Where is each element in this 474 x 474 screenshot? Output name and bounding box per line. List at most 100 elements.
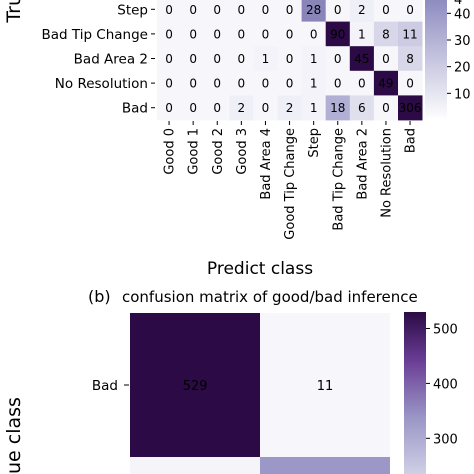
cell-a bbox=[398, 21, 423, 47]
cell-a bbox=[373, 0, 399, 22]
cell-a bbox=[373, 46, 399, 72]
cell-value-a: 0 bbox=[262, 3, 270, 17]
cell-value-a: 0 bbox=[262, 101, 270, 115]
cell-value-a: 49 bbox=[378, 77, 393, 91]
cell-value-a: 90 bbox=[330, 27, 345, 41]
cell-a bbox=[181, 70, 206, 96]
cell-a bbox=[181, 46, 206, 72]
cell-value-a: 0 bbox=[189, 3, 197, 17]
cell-value-a: 2 bbox=[358, 3, 366, 17]
cell-value-a: 0 bbox=[310, 27, 318, 41]
colorbar-b-tick-label: 400 bbox=[433, 377, 458, 392]
cell-a bbox=[253, 95, 278, 121]
cell-a bbox=[277, 0, 302, 22]
row-label-a: Bad Tip Change bbox=[41, 27, 148, 43]
cell-a bbox=[229, 46, 254, 72]
cell-a bbox=[157, 95, 182, 121]
cell-a bbox=[301, 46, 327, 72]
cell-a bbox=[349, 70, 375, 96]
colorbar-b-tick-label: 300 bbox=[433, 432, 458, 447]
colorbar-a-ticks: 10 20 30 404 bbox=[447, 0, 471, 102]
cell-value-a: 0 bbox=[334, 77, 342, 91]
row-labels-a: Step Bad Tip Change Bad Area 2 No Resolutio… bbox=[41, 2, 155, 117]
cell-value-a: 0 bbox=[213, 3, 221, 17]
cell-value-a: 28 bbox=[306, 3, 321, 17]
row-label-b: Bad bbox=[92, 378, 118, 394]
cell-value-a: 0 bbox=[238, 77, 246, 91]
col-label-a: No Resolution bbox=[379, 128, 394, 218]
cell-value-a: 0 bbox=[286, 52, 294, 66]
panel-label-b: (b) bbox=[88, 287, 111, 306]
colorbar-a-tick-label: 4 bbox=[454, 0, 462, 8]
cell-value-a: 18 bbox=[330, 101, 345, 115]
cell-a bbox=[325, 95, 351, 121]
col-label-a: Good 3 bbox=[235, 128, 250, 175]
cell-value-a: 8 bbox=[406, 52, 414, 66]
cell-a bbox=[301, 70, 327, 96]
y-axis-label-b: ue class bbox=[3, 397, 25, 474]
cell-a bbox=[373, 95, 399, 121]
cell-value-a: 2 bbox=[238, 101, 246, 115]
cell-value-a: 0 bbox=[262, 27, 270, 41]
cell-b-partial bbox=[130, 457, 260, 474]
cell-a bbox=[229, 21, 254, 47]
cell-value-a: 0 bbox=[406, 3, 414, 17]
cell-a bbox=[349, 0, 375, 22]
cell-a bbox=[229, 0, 254, 22]
heatmap-a: 0 0 0 0 0 0 28 0 2 0 00 0 0 0 0 0 0 90 1 8 110 0 0 0 1 0 1 0 45 0 80 0 0… bbox=[157, 0, 423, 121]
cell-value-a: 0 bbox=[165, 101, 173, 115]
cell-value-a: 1 bbox=[310, 101, 318, 115]
cell-a bbox=[277, 70, 302, 96]
cell-value-a: 0 bbox=[213, 101, 221, 115]
col-label-a: Good 1 bbox=[187, 128, 202, 175]
cell-value-a: 2 bbox=[286, 101, 294, 115]
cell-value-a: 0 bbox=[406, 77, 414, 91]
cell-a bbox=[373, 70, 399, 96]
cell-a bbox=[349, 95, 375, 121]
cell-a bbox=[157, 70, 182, 96]
cell-value-a: 1 bbox=[358, 27, 366, 41]
cell-a bbox=[325, 70, 351, 96]
cell-value-a: 1 bbox=[310, 77, 318, 91]
row-label-a: Bad Area 2 bbox=[74, 52, 148, 68]
cell-a bbox=[253, 0, 278, 22]
cell-a bbox=[157, 0, 182, 22]
colorbar-b-tick-label: 500 bbox=[433, 322, 458, 337]
cell-a bbox=[181, 0, 206, 22]
cell-a bbox=[205, 0, 230, 22]
cell-value-a: 0 bbox=[238, 52, 246, 66]
cell-a bbox=[181, 95, 206, 121]
cell-a bbox=[277, 21, 302, 47]
cell-a bbox=[325, 21, 351, 47]
colorbar-a bbox=[425, 0, 447, 120]
cell-a bbox=[205, 46, 230, 72]
row-labels-b: Bad bbox=[92, 378, 129, 394]
cell-a bbox=[373, 21, 399, 47]
cell-a bbox=[157, 21, 182, 47]
cell-a bbox=[205, 21, 230, 47]
cell-value-a: 0 bbox=[189, 52, 197, 66]
cell-value-a: 0 bbox=[286, 27, 294, 41]
colorbar-a-tick-label: 20 bbox=[454, 61, 471, 76]
y-axis-label-a: Tru bbox=[3, 0, 25, 24]
cell-value-a: 0 bbox=[213, 27, 221, 41]
cell-value-a: 0 bbox=[382, 3, 390, 17]
cell-value-a: 0 bbox=[286, 77, 294, 91]
cell-value-a: 45 bbox=[354, 52, 369, 66]
col-label-a: Bad Area 2 bbox=[355, 128, 370, 200]
cell-value-a: 8 bbox=[382, 27, 390, 41]
cell-a bbox=[301, 0, 327, 22]
cell-a bbox=[277, 95, 302, 121]
cell-a bbox=[253, 70, 278, 96]
cell-a bbox=[398, 95, 423, 121]
cell-a bbox=[398, 70, 423, 96]
panel-a: Tru 0 0 0 0 0 0 28 0 2 0 00 0 0 0 0 0 0 90 1 8 110 0 0 0 1 0 1 0 45 0… bbox=[3, 0, 471, 279]
row-label-a: Bad bbox=[122, 101, 148, 117]
cell-a bbox=[181, 21, 206, 47]
cell-a bbox=[349, 21, 375, 47]
col-label-a: Good 2 bbox=[211, 128, 226, 175]
cell-a bbox=[229, 95, 254, 121]
cell-value-a: 306 bbox=[399, 101, 422, 115]
colorbar-a-tick-label: 40 bbox=[454, 7, 471, 22]
